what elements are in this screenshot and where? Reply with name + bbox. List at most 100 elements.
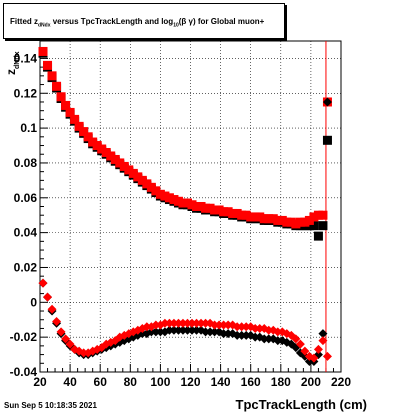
data-point-diamond: [173, 325, 183, 335]
data-point-diamond: [151, 320, 161, 330]
x-tick-label: 80: [124, 375, 138, 389]
plot-frame: [39, 40, 342, 373]
data-point-square: [196, 202, 206, 211]
x-tick-label: 220: [331, 375, 351, 389]
data-point-diamond: [164, 318, 174, 328]
title-middle: versus TpcTrackLength and log: [50, 17, 174, 26]
x-tick-label: 180: [271, 375, 291, 389]
data-point-diamond: [210, 320, 220, 330]
data-point-square: [223, 207, 233, 217]
data-point-diamond: [201, 327, 211, 337]
x-tick-label: 20: [33, 375, 47, 389]
data-point-diamond: [264, 325, 274, 335]
data-point-square: [146, 182, 156, 192]
data-point-diamond: [146, 327, 156, 337]
data-point-square: [291, 219, 301, 229]
data-point-square: [295, 217, 305, 227]
data-point-square: [286, 217, 296, 227]
data-point-square: [128, 168, 138, 178]
data-point-square: [178, 198, 188, 208]
data-point-diamond: [192, 318, 202, 328]
data-point-diamond: [322, 97, 332, 107]
data-point-square: [210, 205, 220, 215]
data-point-diamond: [309, 353, 319, 363]
data-point-diamond: [232, 322, 242, 332]
data-point-square: [250, 212, 260, 222]
y-tick-label: -0.04: [10, 365, 38, 379]
data-point-square: [277, 215, 287, 225]
data-point-square: [65, 107, 75, 117]
data-point-diamond: [313, 344, 323, 354]
data-point-diamond: [318, 329, 328, 339]
data-point-square: [304, 221, 314, 231]
data-point-square: [187, 200, 197, 210]
y-tick-label: 0.02: [14, 260, 38, 274]
title-box: Fitted zdNdx versus TpcTrackLength and l…: [3, 3, 285, 39]
data-point-diamond: [201, 318, 211, 328]
data-point-square: [164, 193, 174, 203]
data-point-square: [273, 215, 283, 225]
data-point-square: [124, 165, 134, 175]
data-point-square: [137, 175, 147, 185]
data-point-diamond: [173, 318, 183, 328]
data-point-diamond: [142, 322, 152, 332]
y-tick-label: 0.04: [14, 226, 38, 240]
data-point-diamond: [250, 323, 260, 333]
data-point-diamond: [237, 330, 247, 340]
data-point-diamond: [192, 325, 202, 335]
data-point-square: [237, 210, 247, 220]
data-point-square: [61, 100, 71, 110]
data-point-diamond: [264, 334, 274, 344]
data-point-diamond: [219, 320, 229, 330]
y-axis-label: zdNdx: [4, 51, 21, 75]
data-point-diamond: [155, 327, 165, 337]
title-prefix: Fitted z: [10, 17, 38, 26]
data-point-square: [205, 203, 215, 213]
data-point-square: [309, 212, 319, 222]
data-point-diamond: [151, 327, 161, 337]
y-tick-label: 0: [30, 295, 37, 309]
data-point-diamond: [291, 334, 301, 344]
title-log-subscript: 10: [173, 22, 179, 29]
data-point-square: [232, 208, 242, 218]
x-tick-label: 200: [301, 375, 321, 389]
data-point-diamond: [237, 322, 247, 332]
data-point-square: [318, 210, 328, 220]
data-point-square: [79, 127, 89, 137]
data-point-square: [43, 60, 53, 70]
data-point-square: [47, 71, 57, 81]
data-point-diamond: [300, 351, 310, 361]
data-point-square: [214, 205, 224, 215]
data-point-square: [264, 214, 274, 224]
datestamp: Sun Sep 5 10:18:35 2021: [4, 401, 97, 410]
data-point-diamond: [210, 327, 220, 337]
data-point-square: [97, 144, 107, 154]
data-point-diamond: [56, 327, 66, 337]
y-tick-label: -0.02: [10, 330, 38, 344]
data-point-diamond: [273, 327, 283, 337]
data-point-square: [142, 179, 152, 189]
data-point-diamond: [205, 327, 215, 337]
data-point-square: [241, 210, 251, 220]
data-point-diamond: [52, 316, 62, 326]
y-tick-label: 0.14: [14, 51, 38, 65]
data-point-square: [282, 217, 292, 227]
x-tick-label: 140: [211, 375, 231, 389]
x-tick-label: 40: [63, 375, 77, 389]
x-tick-label: 60: [94, 375, 108, 389]
data-point-square: [219, 207, 229, 217]
data-point-diamond: [79, 348, 89, 358]
data-point-square: [169, 195, 179, 205]
data-point-diamond: [65, 339, 75, 349]
data-point-square: [133, 172, 143, 182]
data-point-diamond: [196, 318, 206, 328]
data-point-square: [246, 212, 256, 222]
data-point-square: [313, 210, 323, 220]
data-point-diamond: [241, 330, 251, 340]
data-point-diamond: [178, 325, 188, 335]
data-point-square: [92, 141, 102, 151]
data-point-square: [119, 161, 129, 171]
data-point-diamond: [187, 325, 197, 335]
data-point-diamond: [169, 318, 179, 328]
